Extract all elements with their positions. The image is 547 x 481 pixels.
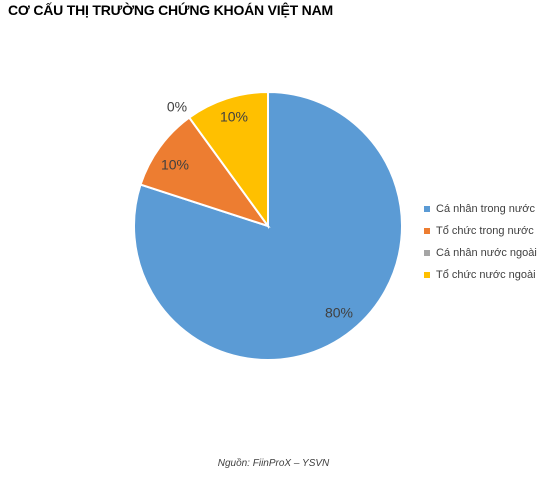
legend-label: Cá nhân nước ngoài: [436, 247, 537, 259]
legend-item: Cá nhân nước ngoài: [424, 242, 537, 264]
legend-item: Cá nhân trong nước: [424, 198, 537, 220]
slice-data-label: 80%: [325, 305, 353, 321]
legend-swatch: [424, 250, 430, 256]
legend-swatch: [424, 228, 430, 234]
pie-slice: [187, 90, 269, 230]
legend-item: Tổ chức trong nước: [424, 220, 537, 242]
source-note: Nguồn: FiinProX – YSVN: [217, 458, 330, 469]
chart-legend: Cá nhân trong nước Tổ chức trong nước Cá n…: [424, 198, 537, 286]
pie-slice: [139, 116, 271, 228]
legend-swatch: [424, 272, 430, 278]
legend-label: Tổ chức trong nước: [436, 225, 534, 237]
slice-data-label: 10%: [220, 109, 248, 125]
legend-swatch: [424, 206, 430, 212]
slice-data-label: 10%: [161, 157, 189, 173]
legend-label: Cá nhân trong nước: [436, 203, 535, 215]
slice-data-label: 0%: [167, 99, 187, 115]
legend-label: Tổ chức nước ngoài: [436, 269, 536, 281]
chart-title: CƠ CẤU THỊ TRƯỜNG CHỨNG KHOÁN VIỆT NAM: [8, 2, 333, 18]
legend-item: Tổ chức nước ngoài: [424, 264, 537, 286]
